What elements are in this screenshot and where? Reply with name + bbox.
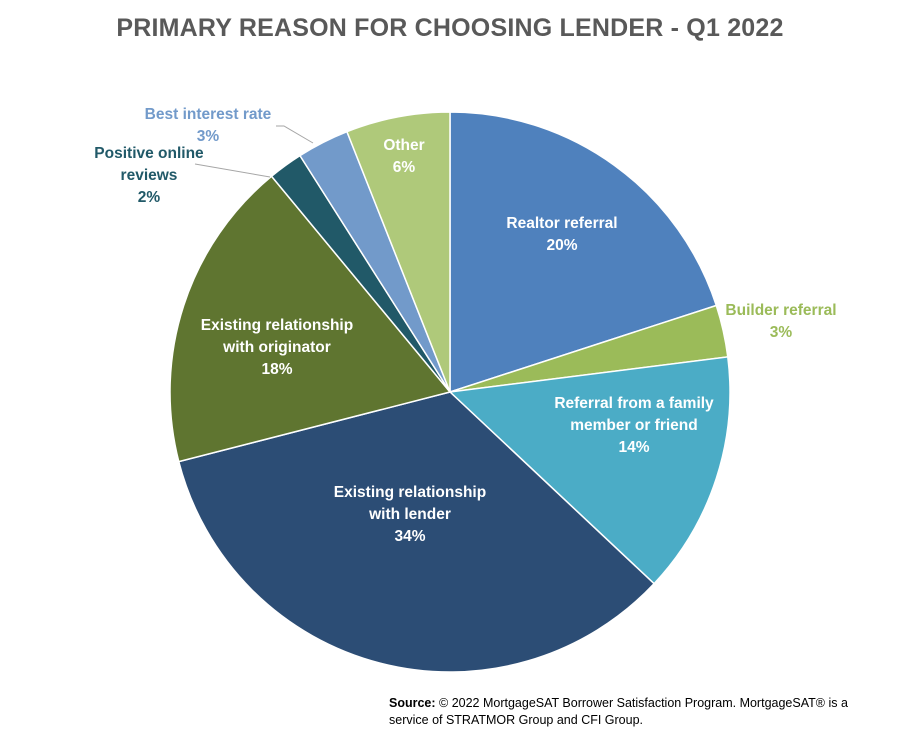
- slice-label-4: Existing relationship with originator 18%: [201, 317, 353, 378]
- slice-label-3: Existing relationship with lender 34%: [334, 484, 486, 545]
- slice-labels: Realtor referral 20% Builder referral 3% Ref…: [94, 106, 836, 545]
- source-label: Source:: [389, 696, 436, 710]
- pie-slice-3: [177, 391, 656, 673]
- leader-lines: [194, 125, 314, 178]
- pie-slice-0: [449, 111, 718, 394]
- source-text: © 2022 MortgageSAT Borrower Satisfaction…: [389, 696, 848, 727]
- chart-title: PRIMARY REASON FOR CHOOSING LENDER - Q1 …: [116, 14, 784, 42]
- pie-slice-7: [345, 111, 451, 393]
- slice-label-0: Realtor referral 20%: [506, 215, 617, 254]
- leader-line-5: [194, 163, 271, 178]
- pie-slice-4: [169, 175, 452, 463]
- pie-slices: [169, 111, 731, 673]
- source-note: Source: © 2022 MortgageSAT Borrower Sati…: [389, 695, 869, 729]
- slice-label-1: Builder referral 3%: [725, 302, 836, 341]
- leader-line-6: [276, 125, 314, 144]
- pie-slice-2: [448, 356, 731, 585]
- slice-label-6: Best interest rate 3%: [145, 106, 272, 145]
- slice-label-2: Referral from a family member or friend 14…: [554, 395, 714, 456]
- slice-label-5: Positive online reviews 2%: [94, 145, 204, 206]
- slice-label-7: Other 6%: [383, 137, 424, 176]
